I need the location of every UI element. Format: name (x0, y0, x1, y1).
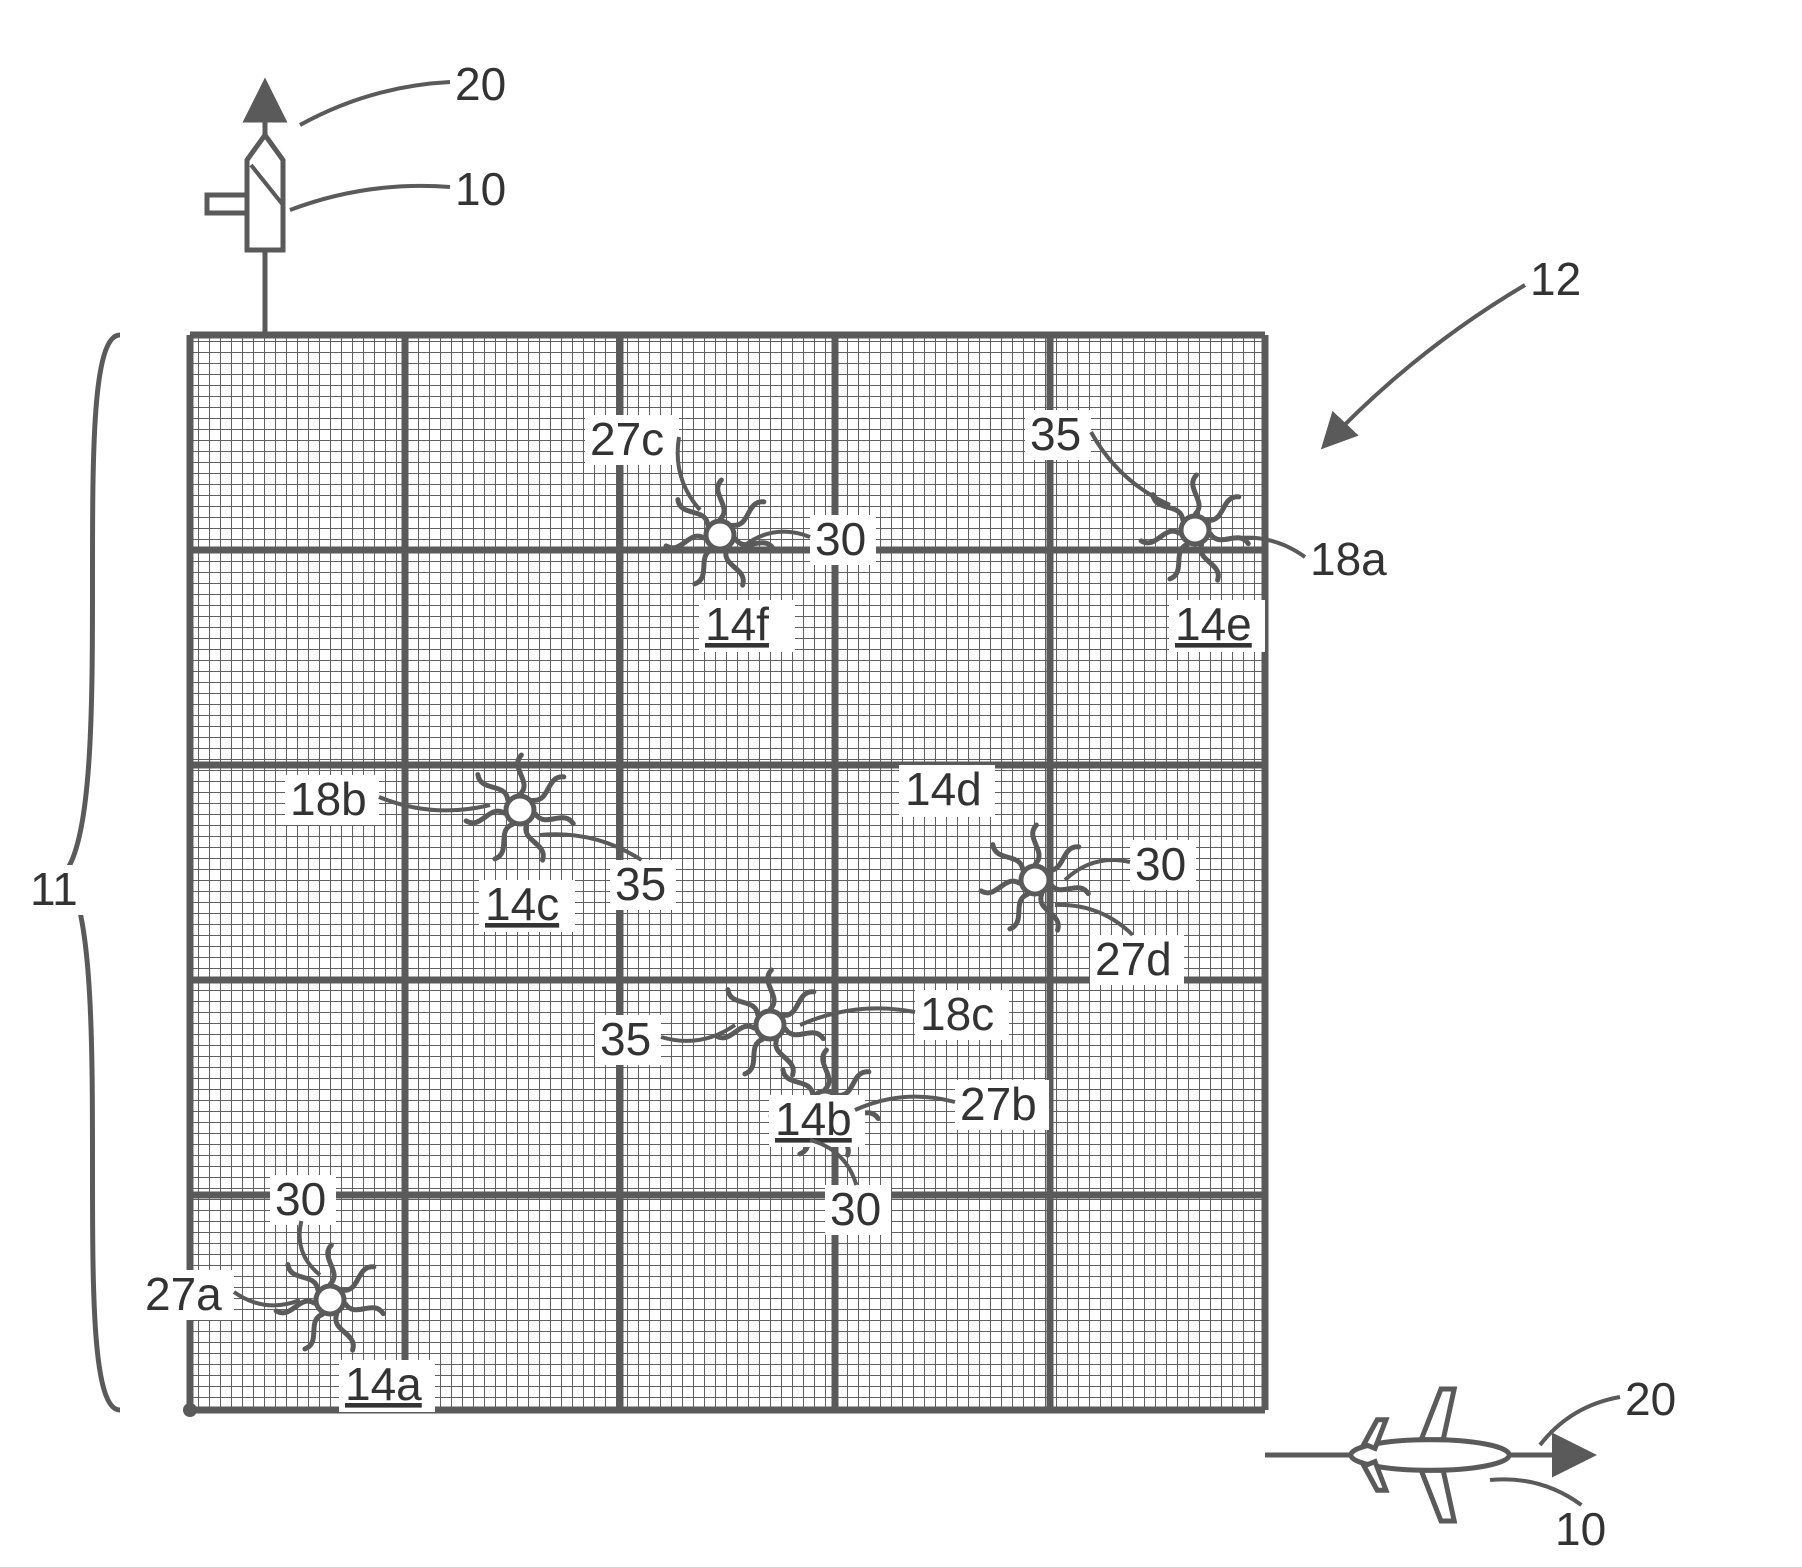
ref-label: 27b (960, 1078, 1037, 1130)
ref-label: 27c (590, 413, 664, 465)
ref-label: 12 (1530, 253, 1581, 305)
ref-label: 35 (1030, 408, 1081, 460)
wing-bot (1421, 1470, 1454, 1521)
cell-label: 14f (705, 598, 769, 650)
leader-line (300, 82, 450, 125)
leader-line (1490, 1479, 1581, 1505)
leader-line (290, 186, 450, 210)
ref-label: 27d (1095, 933, 1172, 985)
diagram-layer: 14a 14b 14c 14d 14e 14f 20 10 12 11 27c 30 35 18a 18b 3… (25, 58, 1686, 1555)
grid-origin-dot (183, 1403, 197, 1417)
cell-label: 14c (485, 878, 559, 930)
grid-fill (190, 335, 1265, 1410)
ref-label: 35 (600, 1013, 651, 1065)
leader-line (1325, 285, 1525, 445)
ref-label: 18c (920, 988, 994, 1040)
ref-label: 20 (1625, 1373, 1676, 1425)
fuselage (247, 135, 283, 250)
ref-label: 10 (455, 163, 506, 215)
ref-label: 18a (1310, 533, 1387, 585)
ref-label: 20 (455, 58, 506, 110)
ref-label: 35 (615, 858, 666, 910)
diagram-svg: 14a 14b 14c 14d 14e 14f 20 10 12 11 27c 30 35 18a 18b 3… (0, 0, 1802, 1567)
cell-label: 14b (775, 1093, 852, 1145)
ref-label: 11 (30, 863, 78, 915)
wing-top (1421, 1389, 1454, 1440)
ref-label: 10 (1555, 1503, 1606, 1555)
ref-label: 18b (290, 773, 367, 825)
ref-label: 30 (830, 1183, 881, 1235)
leader-line (1540, 1397, 1620, 1445)
wing (207, 195, 247, 213)
ref-label: 27a (145, 1268, 222, 1320)
aircraft-bottom (1265, 1389, 1590, 1521)
cell-label: 14d (905, 763, 982, 815)
ref-label: 30 (815, 513, 866, 565)
aircraft-top (207, 85, 283, 335)
diagram-stage: 14a 14b 14c 14d 14e 14f 20 10 12 11 27c 30 35 18a 18b 3… (0, 0, 1802, 1567)
cell-label: 14e (1175, 598, 1252, 650)
ref-label: 30 (275, 1173, 326, 1225)
cell-label: 14a (345, 1358, 422, 1410)
ref-label: 30 (1135, 838, 1186, 890)
